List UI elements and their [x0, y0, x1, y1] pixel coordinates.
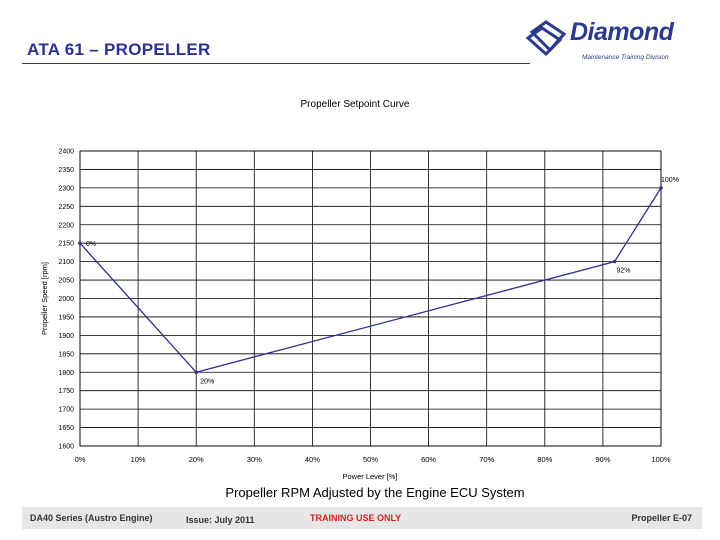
y-tick-label: 2350 — [58, 167, 74, 174]
logo-subtitle: Maintenance Training Division — [582, 54, 669, 61]
data-point — [612, 259, 617, 264]
logo-wordmark: Diamond — [570, 18, 674, 46]
y-tick-label: 1750 — [58, 388, 74, 395]
y-tick-label: 1700 — [58, 407, 74, 414]
diamond-logo-icon — [526, 20, 567, 56]
y-axis-label: Propeller Speed [rpm] — [40, 262, 49, 335]
footer-training-notice: TRAINING USE ONLY — [310, 513, 402, 523]
x-tick-label: 50% — [363, 455, 378, 464]
x-tick-label: 60% — [421, 455, 436, 464]
y-tick-label: 2050 — [58, 278, 74, 285]
propeller-setpoint-chart: 1600 1650 1700 1750 1800 1850 1900 1950 2000 2050… — [40, 99, 679, 481]
y-tick-label: 2150 — [58, 241, 74, 248]
footer-series: DA40 Series (Austro Engine) — [30, 513, 153, 523]
x-axis-label: Power Lever [%] — [342, 472, 397, 481]
data-label: 0% — [86, 241, 96, 248]
y-tick-label: 1600 — [58, 444, 74, 451]
y-tick-label: 2000 — [58, 296, 74, 303]
y-tick-label: 1950 — [58, 314, 74, 321]
footer-bar: DA40 Series (Austro Engine) Issue: July … — [22, 507, 702, 529]
y-tick-label: 2200 — [58, 222, 74, 229]
y-tick-label: 2100 — [58, 259, 74, 266]
diamond-logo: Diamond Maintenance Training Division — [526, 18, 706, 68]
x-tick-label: 80% — [537, 455, 552, 464]
data-point — [659, 186, 663, 190]
y-tick-label: 1650 — [58, 425, 74, 432]
x-tick-label: 70% — [479, 455, 494, 464]
data-label: 20% — [200, 378, 214, 385]
x-tick-label: 10% — [131, 455, 146, 464]
data-point — [194, 370, 198, 375]
x-tick-label: 100% — [651, 455, 671, 464]
page-title: ATA 61 – PROPELLER — [27, 40, 211, 59]
series-line — [79, 187, 662, 373]
footer-page-id: Propeller E-07 — [631, 513, 692, 523]
chart-caption: Propeller RPM Adjusted by the Engine ECU… — [225, 485, 525, 500]
y-tick-label: 1800 — [58, 370, 74, 377]
chart-title: Propeller Setpoint Curve — [301, 99, 410, 110]
x-tick-label: 30% — [247, 455, 262, 464]
data-label: 92% — [617, 268, 631, 275]
x-tick-label: 40% — [305, 455, 320, 464]
y-tick-label: 2300 — [58, 185, 74, 192]
y-tick-label: 1900 — [58, 333, 74, 340]
x-tick-label: 0% — [75, 455, 86, 464]
y-tick-label: 1850 — [58, 351, 74, 358]
y-tick-label: 2400 — [58, 149, 74, 156]
footer-issue: Issue: July 2011 — [186, 515, 255, 525]
x-tick-label: 20% — [189, 455, 204, 464]
x-tick-label: 90% — [595, 455, 610, 464]
data-point — [78, 241, 82, 245]
header-divider — [22, 63, 530, 64]
y-tick-label: 2250 — [58, 204, 74, 211]
data-label: 100% — [661, 177, 679, 184]
